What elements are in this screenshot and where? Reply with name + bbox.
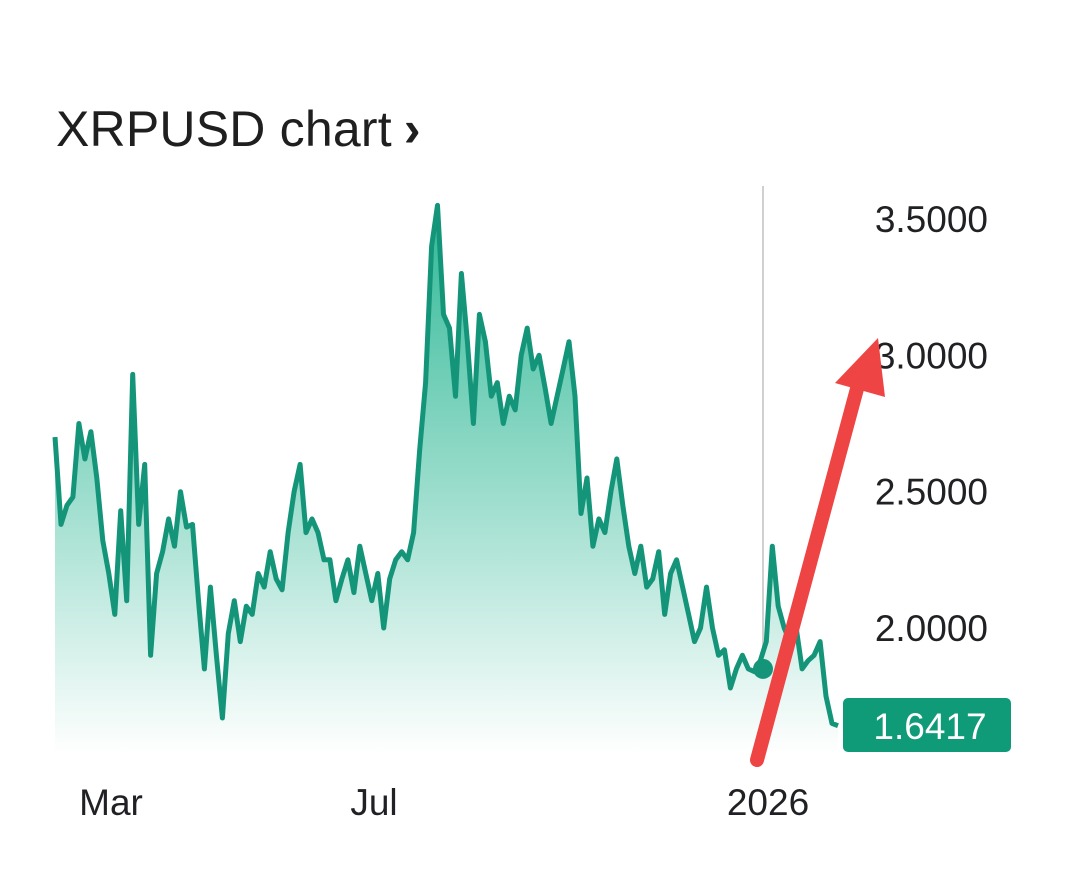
- price-area-fill: [55, 205, 838, 755]
- x-axis-ticks: Mar Jul 2026: [79, 782, 809, 823]
- y-tick-label: 3.5000: [875, 199, 988, 240]
- current-price-label: 1.6417: [873, 706, 986, 747]
- y-tick-label: 3.0000: [875, 335, 988, 376]
- current-price-badge-bg: [843, 698, 1011, 752]
- x-tick-label: 2026: [727, 782, 809, 823]
- reference-point-marker: [753, 658, 773, 679]
- arrow-head: [835, 338, 885, 397]
- price-line: [52, 202, 839, 729]
- x-tick-label: Jul: [350, 782, 397, 823]
- x-tick-label: Mar: [79, 782, 143, 823]
- chart-title-link[interactable]: XRPUSD chart ›: [56, 100, 420, 158]
- chevron-right-icon: ›: [403, 101, 421, 157]
- arrow-shaft: [750, 378, 865, 767]
- y-tick-label: 2.0000: [875, 608, 988, 649]
- up-arrow-annotation: [750, 338, 885, 767]
- current-price-badge: 1.6417: [843, 698, 1011, 752]
- y-axis-ticks: 3.5000 3.0000 2.5000 2.0000: [875, 199, 988, 649]
- chart-title: XRPUSD chart: [56, 101, 392, 157]
- y-tick-label: 2.5000: [875, 472, 988, 513]
